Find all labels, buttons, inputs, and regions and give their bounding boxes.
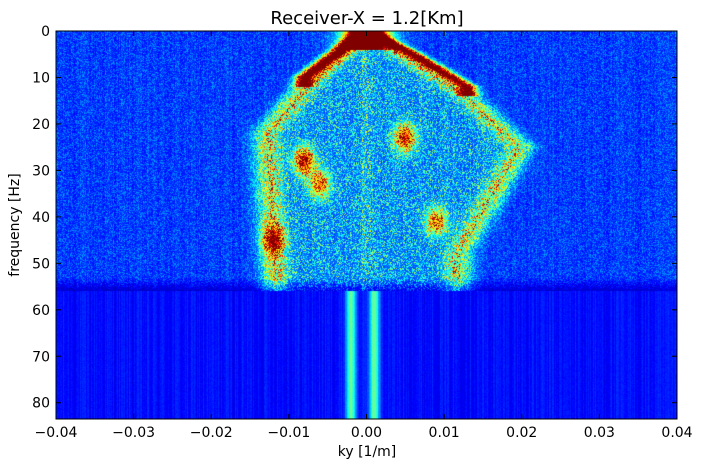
chart-title: Receiver-X = 1.2[Km] [270, 8, 463, 29]
x-tick-label: −0.02 [190, 425, 233, 441]
y-tick-label: 0 [41, 24, 50, 40]
y-tick-label: 30 [32, 163, 50, 179]
x-tick-label: 0.03 [584, 425, 615, 441]
heatmap-image [56, 31, 677, 419]
y-tick-label: 20 [32, 117, 50, 133]
x-tick-label: −0.01 [267, 425, 310, 441]
x-tick-label: −0.03 [112, 425, 155, 441]
x-axis: −0.04 −0.03 −0.02 −0.01 0.00 0.01 0.02 0.03 0.04 [35, 31, 693, 441]
y-tick-label: 10 [32, 70, 50, 86]
y-tick-label: 60 [32, 303, 50, 319]
plot-area [55, 30, 678, 420]
y-tick-label: 40 [32, 210, 50, 226]
y-tick-label: 80 [32, 396, 50, 412]
x-axis-label: ky [1/m] [338, 444, 397, 460]
x-tick-label: 0.04 [661, 425, 692, 441]
heatmap-canvas [56, 31, 677, 419]
x-tick-label: 0.00 [351, 425, 382, 441]
x-tick-label: 0.02 [506, 425, 537, 441]
y-axis: 0 10 20 30 40 50 60 70 80 [32, 24, 677, 412]
y-tick-label: 70 [32, 349, 50, 365]
x-tick-label: −0.04 [35, 425, 78, 441]
x-tick-label: 0.01 [429, 425, 460, 441]
y-axis-label: frequency [Hz] [7, 173, 23, 276]
y-tick-label: 50 [32, 256, 50, 272]
